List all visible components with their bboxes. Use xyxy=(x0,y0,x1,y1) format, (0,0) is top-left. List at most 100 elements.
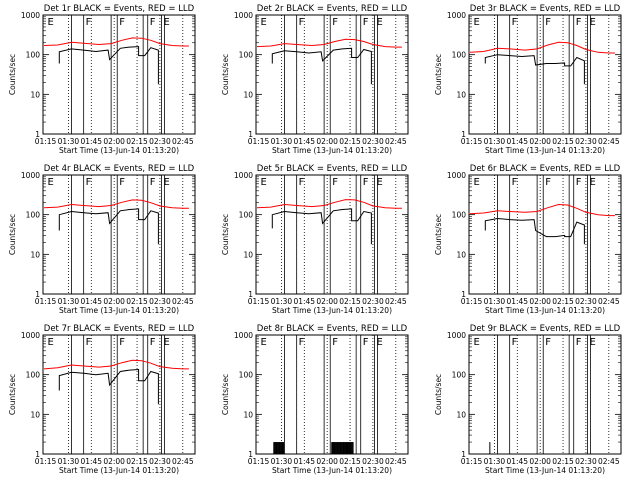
x-tick-label: 02:00 xyxy=(529,457,551,466)
plot-frame xyxy=(42,174,196,295)
x-tick-label: 01:30 xyxy=(484,297,506,306)
x-tick-label: 02:00 xyxy=(316,297,338,306)
x-tick-label: 01:45 xyxy=(80,137,102,146)
y-tick-label: 1000 xyxy=(21,11,40,20)
y-tick-label: 100 xyxy=(452,51,467,60)
lld-rate-line xyxy=(256,199,402,209)
x-tick-label: 02:15 xyxy=(552,137,574,146)
y-tick-label: 1000 xyxy=(447,331,466,340)
y-tick-label: 1000 xyxy=(234,171,253,180)
chart-title: Det 3r BLACK = Events, RED = LLD xyxy=(470,4,621,14)
x-tick-label: 01:15 xyxy=(248,297,270,306)
event-letter: F xyxy=(299,337,305,348)
x-tick-label: 02:15 xyxy=(552,297,574,306)
plot-frame xyxy=(42,334,196,455)
y-tick-label: 10 xyxy=(456,90,466,99)
x-tick-label: 02:00 xyxy=(316,137,338,146)
y-tick-label: 100 xyxy=(452,371,467,380)
y-tick-label: 10 xyxy=(456,410,466,419)
event-letter: E xyxy=(376,17,382,28)
x-tick-label: 01:30 xyxy=(271,457,293,466)
y-tick-label: 1 xyxy=(35,450,40,459)
event-letter: E xyxy=(261,177,267,188)
y-tick-label: 100 xyxy=(26,51,41,60)
x-tick-label: 01:30 xyxy=(484,457,506,466)
y-tick-label: 1 xyxy=(248,450,253,459)
event-rate-line xyxy=(271,208,372,245)
plot-frame xyxy=(255,174,409,295)
x-tick-label: 02:15 xyxy=(339,297,361,306)
x-tick-label: 01:30 xyxy=(484,137,506,146)
event-letter: F xyxy=(299,17,305,28)
event-letter: E xyxy=(48,177,54,188)
y-tick-label: 10 xyxy=(30,250,40,259)
event-letter: F xyxy=(545,337,551,348)
event-letter: F xyxy=(512,17,518,28)
y-tick-label: 1000 xyxy=(234,331,253,340)
y-tick-label: 1000 xyxy=(234,11,253,20)
event-letter: F xyxy=(576,17,582,28)
x-tick-label: 01:15 xyxy=(461,137,483,146)
event-rate-line xyxy=(58,368,159,405)
event-letter: F xyxy=(150,337,156,348)
event-letter: F xyxy=(545,177,551,188)
y-axis-label: Counts/sec xyxy=(221,374,230,415)
event-letter: E xyxy=(474,177,480,188)
y-tick-label: 1000 xyxy=(447,11,466,20)
x-tick-label: 02:15 xyxy=(339,457,361,466)
x-tick-label: 02:00 xyxy=(316,457,338,466)
x-tick-label: 02:00 xyxy=(529,297,551,306)
event-letter: F xyxy=(150,17,156,28)
plot-frame xyxy=(468,334,622,455)
chart-panel-5: Det 5r BLACK = Events, RED = LLD 01:15 01:… xyxy=(221,164,409,315)
y-tick-label: 100 xyxy=(239,211,254,220)
chart-title: Det 4r BLACK = Events, RED = LLD xyxy=(44,164,195,174)
x-tick-label: 02:30 xyxy=(362,137,384,146)
x-axis-label: Start Time (13-Jun-14 01:13:20) xyxy=(485,306,605,315)
chart-title: Det 8r BLACK = Events, RED = LLD xyxy=(257,324,408,334)
x-axis-label: Start Time (13-Jun-14 01:13:20) xyxy=(59,146,179,155)
event-letter: F xyxy=(512,337,518,348)
y-axis-label: Counts/sec xyxy=(8,214,17,255)
y-tick-label: 100 xyxy=(239,371,254,380)
x-axis-label: Start Time (13-Jun-14 01:13:20) xyxy=(272,146,392,155)
event-letter: F xyxy=(119,17,125,28)
event-letter: E xyxy=(163,17,169,28)
chart-title: Det 5r BLACK = Events, RED = LLD xyxy=(257,164,408,174)
x-axis-label: Start Time (13-Jun-14 01:13:20) xyxy=(485,466,605,475)
x-tick-label: 01:15 xyxy=(461,457,483,466)
x-tick-label: 02:15 xyxy=(552,457,574,466)
x-tick-label: 02:30 xyxy=(575,457,597,466)
x-tick-label: 02:30 xyxy=(149,457,171,466)
x-axis-label: Start Time (13-Jun-14 01:13:20) xyxy=(272,306,392,315)
x-tick-label: 01:30 xyxy=(58,457,80,466)
event-letter: F xyxy=(119,337,125,348)
chart-title: Det 2r BLACK = Events, RED = LLD xyxy=(257,4,408,14)
event-letter: E xyxy=(589,177,595,188)
y-tick-label: 100 xyxy=(26,211,41,220)
x-tick-label: 01:45 xyxy=(80,297,102,306)
event-letter: F xyxy=(363,17,369,28)
x-tick-label: 02:45 xyxy=(598,137,620,146)
lld-rate-line xyxy=(43,199,189,209)
x-tick-label: 01:30 xyxy=(58,137,80,146)
x-tick-label: 02:15 xyxy=(126,457,148,466)
event-letter: F xyxy=(86,177,92,188)
plot-frame xyxy=(468,14,622,135)
event-letter: F xyxy=(363,337,369,348)
x-tick-label: 01:45 xyxy=(506,137,528,146)
x-tick-label: 02:15 xyxy=(339,137,361,146)
x-tick-label: 02:30 xyxy=(575,297,597,306)
x-tick-label: 01:30 xyxy=(271,297,293,306)
x-tick-label: 01:30 xyxy=(58,297,80,306)
plot-frame xyxy=(468,174,622,295)
y-tick-label: 10 xyxy=(456,250,466,259)
y-tick-label: 1 xyxy=(461,290,466,299)
event-letter: E xyxy=(261,337,267,348)
